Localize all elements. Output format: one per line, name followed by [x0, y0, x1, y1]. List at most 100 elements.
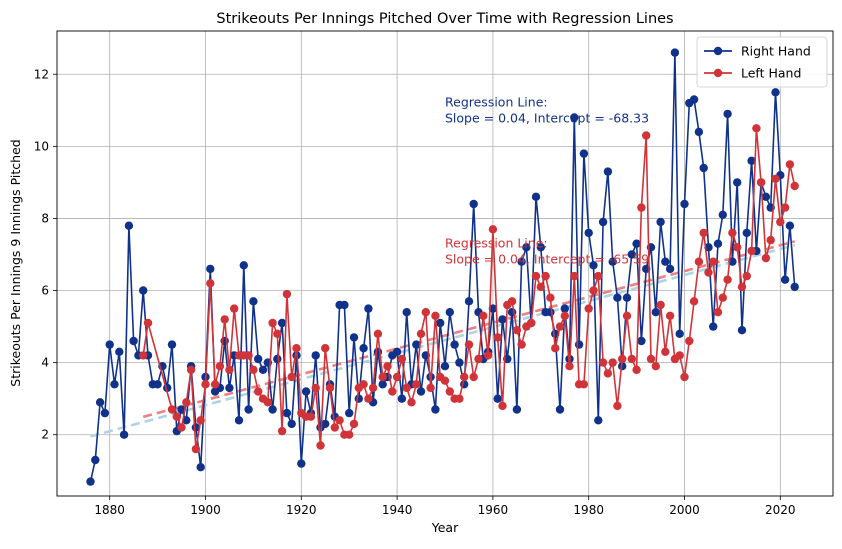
data-point — [790, 282, 799, 292]
data-point — [766, 235, 775, 245]
data-point — [483, 351, 493, 360]
data-point — [258, 365, 268, 374]
data-point — [330, 423, 339, 432]
data-point — [287, 419, 296, 429]
data-point — [383, 362, 392, 371]
data-point — [186, 365, 196, 374]
data-point — [244, 405, 253, 414]
x-tick-label: 1880 — [94, 503, 125, 517]
data-point — [397, 354, 407, 364]
data-point — [359, 344, 368, 353]
data-point — [589, 286, 598, 295]
data-point — [412, 380, 421, 389]
data-series — [86, 48, 799, 486]
data-point — [139, 351, 148, 360]
annotation-line: Slope = 0.04, Intercept = -65.59 — [445, 251, 649, 266]
data-point — [512, 326, 522, 335]
data-point — [321, 344, 330, 353]
data-point — [91, 455, 100, 465]
data-point — [335, 416, 344, 425]
data-point — [689, 297, 699, 306]
data-point — [742, 271, 751, 281]
x-tick-label: 1900 — [190, 503, 221, 517]
data-point — [613, 293, 622, 302]
data-point — [627, 250, 636, 259]
data-point — [780, 203, 790, 212]
data-point — [713, 239, 723, 248]
data-point — [637, 336, 646, 346]
data-point — [733, 243, 742, 252]
data-point — [570, 113, 579, 122]
series-line-right-hand — [89, 51, 796, 482]
series-left-hand — [139, 124, 799, 454]
data-point — [402, 383, 411, 393]
data-point — [273, 354, 282, 364]
data-point — [277, 318, 287, 328]
data-point — [565, 362, 574, 371]
data-point — [277, 426, 287, 436]
data-point — [771, 88, 780, 97]
data-point — [709, 257, 718, 266]
data-point — [546, 293, 555, 302]
data-point — [182, 398, 191, 407]
data-point — [718, 210, 727, 219]
data-point — [139, 286, 148, 295]
data-point — [431, 311, 440, 320]
data-point — [282, 408, 292, 418]
data-point — [254, 354, 263, 364]
series-right-hand — [86, 48, 799, 486]
data-point — [584, 304, 593, 313]
data-point — [316, 441, 325, 450]
data-point — [680, 372, 689, 382]
data-point — [713, 308, 723, 317]
data-point — [718, 293, 727, 302]
data-point — [670, 48, 680, 57]
data-point — [129, 336, 138, 346]
data-point — [402, 308, 411, 317]
data-point — [421, 308, 430, 317]
data-point — [474, 354, 483, 364]
data-point — [206, 279, 215, 288]
data-point — [747, 246, 756, 256]
data-point — [445, 308, 454, 317]
data-point — [412, 340, 421, 349]
regression-line-left-hand — [142, 240, 796, 419]
data-point — [287, 372, 296, 382]
data-point — [642, 131, 651, 140]
data-point — [761, 192, 771, 201]
data-point — [230, 304, 239, 313]
data-point — [704, 268, 713, 277]
data-point — [119, 430, 129, 439]
data-point — [689, 95, 699, 104]
data-point — [354, 394, 363, 403]
data-point — [95, 398, 105, 407]
data-point — [378, 372, 387, 382]
data-point — [340, 300, 349, 310]
data-point — [464, 297, 474, 306]
data-point — [531, 271, 541, 281]
data-point — [321, 419, 330, 429]
data-point — [776, 217, 785, 227]
data-point — [675, 329, 684, 338]
data-point — [584, 228, 593, 238]
data-point — [551, 344, 560, 353]
data-point — [460, 372, 469, 382]
data-point — [225, 383, 234, 393]
data-point — [464, 340, 474, 349]
data-point — [263, 398, 272, 407]
data-point — [426, 383, 435, 393]
x-tick-label: 2020 — [765, 503, 796, 517]
annotation-line: Slope = 0.04, Intercept = -68.33 — [445, 111, 649, 126]
legend: Right Hand Left Hand — [696, 36, 828, 88]
data-point — [622, 311, 632, 320]
legend-marker-left-hand — [713, 68, 723, 78]
data-point — [699, 228, 708, 238]
data-point — [282, 289, 292, 299]
x-tick-label: 2000 — [669, 503, 700, 517]
data-point — [143, 318, 153, 328]
y-tick-label: 12 — [34, 67, 49, 81]
data-point — [665, 264, 675, 274]
data-point — [210, 380, 220, 389]
data-point — [388, 387, 397, 396]
data-point — [436, 318, 445, 328]
